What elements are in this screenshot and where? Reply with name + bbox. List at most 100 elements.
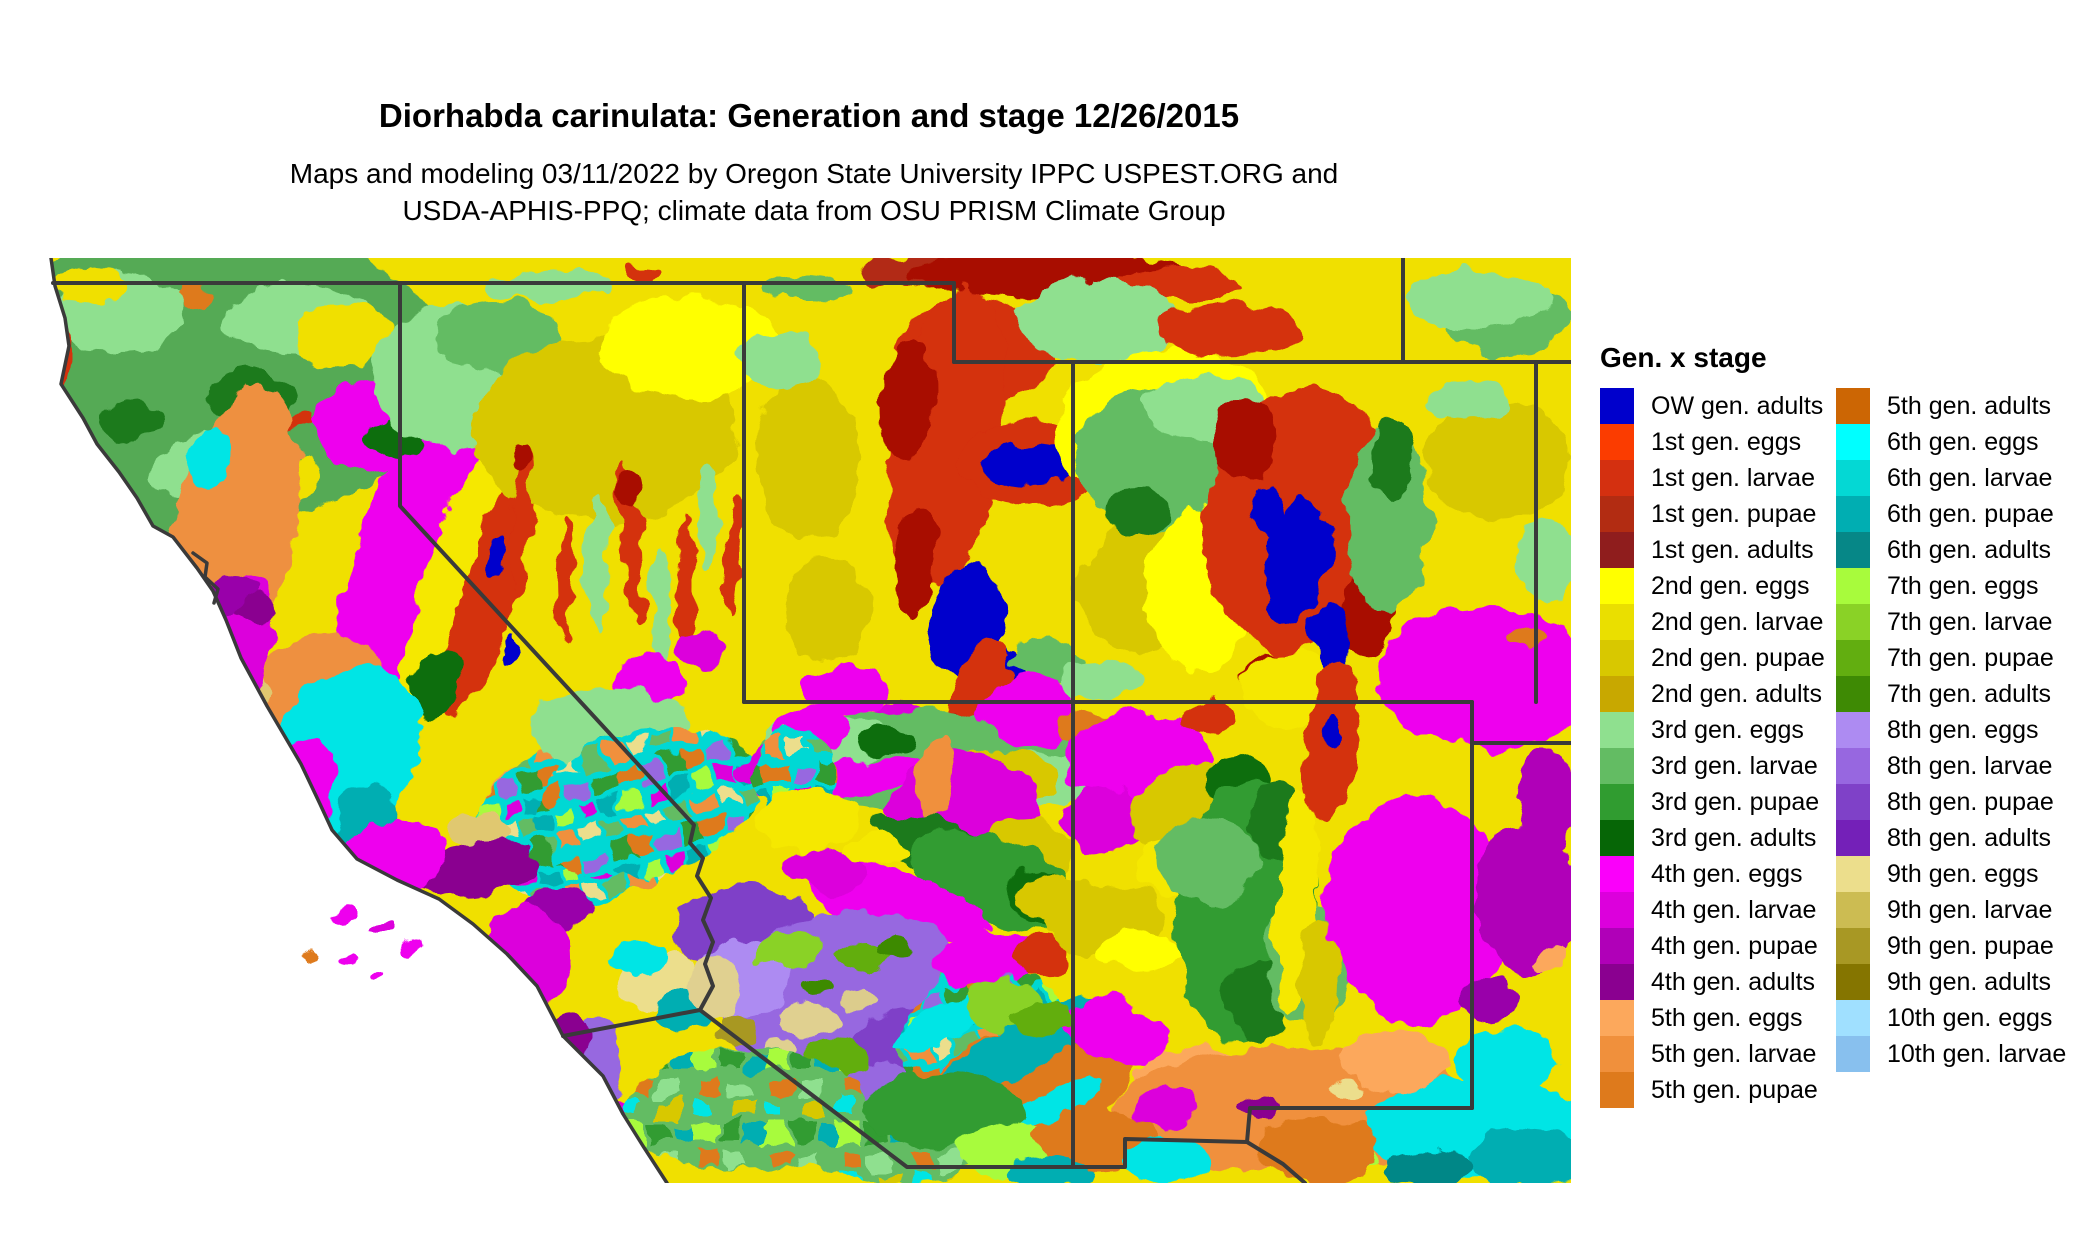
map-region (1324, 712, 1340, 748)
map-region (1245, 650, 1329, 730)
border-ca-nv (398, 281, 715, 1012)
map-region (336, 387, 494, 709)
map-region (401, 939, 421, 953)
map-region (483, 906, 567, 1010)
legend-item-label: 8th gen. pupae (1887, 787, 2054, 816)
legend-swatch (1836, 388, 1870, 424)
legend-item: 6th gen. eggs (1836, 424, 2066, 460)
legend-swatch (1600, 532, 1634, 568)
legend: Gen. x stage OW gen. adults 1st gen. egg… (1600, 342, 2080, 1108)
map-region (1465, 1128, 1571, 1183)
map-region (1385, 1149, 1469, 1183)
map-region (1125, 1139, 1209, 1181)
map-region (1475, 828, 1571, 972)
legend-swatch (1600, 892, 1634, 928)
map-region (58, 268, 122, 304)
map-region (485, 536, 509, 580)
legend-item: OW gen. adults (1600, 388, 1825, 424)
legend-swatch (1600, 424, 1634, 460)
legend-swatch (1836, 784, 1870, 820)
legend-item-label: 1st gen. pupae (1651, 499, 1817, 528)
legend-item: 6th gen. larvae (1836, 460, 2066, 496)
legend-item: 3rd gen. larvae (1600, 748, 1825, 784)
legend-swatch (1836, 604, 1870, 640)
map-region (1252, 484, 1282, 536)
map-region (537, 727, 757, 879)
map-region (410, 646, 464, 720)
map-region (835, 987, 879, 1013)
page-subtitle: Maps and modeling 03/11/2022 by Oregon S… (0, 155, 1628, 229)
legend-item-label: OW gen. adults (1651, 391, 1824, 420)
legend-item-label: 7th gen. adults (1887, 679, 2052, 708)
legend-item-label: 9th gen. pupae (1887, 931, 2054, 960)
map-region (103, 400, 163, 440)
map-region (915, 736, 955, 820)
legend-item-label: 4th gen. larvae (1651, 895, 1817, 924)
map-region (880, 338, 934, 462)
map-region (1405, 268, 1549, 328)
map-region (299, 950, 315, 960)
map-region (1155, 304, 1299, 356)
legend-item: 9th gen. eggs (1836, 856, 2066, 892)
legend-swatch (1600, 496, 1634, 532)
map-region (755, 376, 859, 540)
legend-item-label: 3rd gen. larvae (1651, 751, 1818, 780)
legend-item: 5th gen. adults (1836, 388, 2066, 424)
legend-item-label: 4th gen. pupae (1651, 931, 1818, 960)
map-region (1455, 978, 1519, 1022)
legend-swatch (1600, 820, 1634, 856)
map-region (723, 498, 743, 618)
map-region (1299, 918, 1335, 1042)
legend-item: 10th gen. larvae (1836, 1036, 2066, 1072)
map-region (512, 443, 530, 473)
phenology-map (45, 258, 1571, 1183)
channel-islands (299, 905, 421, 978)
subtitle-line-2: USDA-APHIS-PPQ; climate data from OSU PR… (402, 195, 1226, 226)
legend-swatch (1836, 928, 1870, 964)
map-region (403, 421, 523, 705)
legend-swatch (1600, 460, 1634, 496)
legend-swatch (1836, 532, 1870, 568)
map-region (785, 558, 869, 662)
map-region (1085, 1014, 1169, 1066)
legend-swatch (1836, 568, 1870, 604)
map-region (933, 930, 1037, 986)
map-region (224, 711, 270, 769)
map-region (1455, 1028, 1559, 1092)
map-region (1135, 1089, 1199, 1131)
legend-item: 4th gen. larvae (1600, 892, 1825, 928)
map-region (1010, 1075, 1104, 1131)
legend-item: 7th gen. eggs (1836, 568, 2066, 604)
legend-item: 5th gen. eggs (1600, 1000, 1825, 1036)
legend-item: 2nd gen. eggs (1600, 568, 1825, 604)
legend-item: 3rd gen. pupae (1600, 784, 1825, 820)
legend-item-label: 1st gen. adults (1651, 535, 1814, 564)
map-region (775, 1003, 835, 1037)
map-region (861, 725, 913, 755)
legend-swatch (1836, 676, 1870, 712)
map-region (189, 426, 231, 490)
legend-item: 6th gen. adults (1836, 532, 2066, 568)
legend-item: 8th gen. larvae (1836, 748, 2066, 784)
legend-swatch (1836, 892, 1870, 928)
map-region (875, 936, 915, 960)
map-region (1425, 398, 1569, 522)
border-az-mx (698, 1008, 1249, 1169)
border-ca-mx (561, 1008, 702, 1038)
pacific-coast (49, 258, 669, 1183)
legend-item: 4th gen. pupae (1600, 928, 1825, 964)
legend-item: 4th gen. adults (1600, 964, 1825, 1000)
legend-swatch (1600, 1000, 1634, 1036)
legend-item: 3rd gen. adults (1600, 820, 1825, 856)
legend-item-label: 7th gen. eggs (1887, 571, 2039, 600)
legend-item-label: 3rd gen. pupae (1651, 787, 1820, 816)
map-region (488, 270, 612, 302)
legend-item-label: 7th gen. pupae (1887, 643, 2054, 672)
legend-swatch (1836, 640, 1870, 676)
legend-item-label: 6th gen. pupae (1887, 499, 2054, 528)
map-region (715, 1016, 755, 1044)
border-rio-grande (1245, 1140, 1307, 1183)
legend-swatch (1600, 856, 1634, 892)
legend-swatch (1600, 748, 1634, 784)
map-svg (49, 258, 1571, 1183)
